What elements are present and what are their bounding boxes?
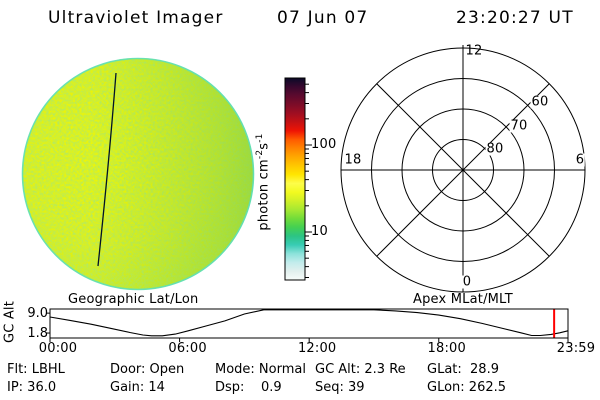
status-field: GC Alt: 2.3 Re: [315, 362, 406, 377]
colorbar-tick-label: 100: [311, 137, 337, 152]
status-field: Door: Open: [110, 362, 185, 377]
mlat-label-60: 60: [530, 94, 550, 110]
colorbar-gradient: [284, 77, 306, 281]
x-tick-label: 23:59: [556, 341, 596, 356]
x-tick-label: 06:00: [168, 341, 207, 356]
gc-alt-axis-label: GC Alt: [2, 300, 18, 344]
mlt-label-18: 18: [343, 152, 363, 168]
orbit-altitude-curve: [49, 309, 569, 337]
header-time: 23:20:27 UT: [456, 8, 574, 28]
y-tick-label: 1.8: [27, 325, 48, 341]
x-tick-label: 12:00: [297, 341, 337, 356]
status-field: Dsp: 0.9: [215, 380, 282, 395]
gc-alt-plot: [46, 308, 569, 342]
mlt-label-0: 0: [461, 274, 473, 290]
status-field: GLon: 262.5: [427, 380, 507, 395]
disk-green-shading: [22, 58, 254, 290]
mlt-label-12: 12: [465, 43, 483, 59]
status-field: Flt: LBHL: [7, 362, 65, 377]
mlat-label-70: 70: [509, 118, 529, 134]
colorbar-unit-label: photon cm-2s-1: [255, 133, 272, 231]
mlt-label-6: 6: [574, 152, 586, 168]
x-tick-label: 00:00: [38, 341, 78, 356]
axis-ticks: [46, 312, 569, 342]
mlat-label-80: 80: [485, 141, 505, 157]
header-date: 07 Jun 07: [277, 8, 369, 28]
status-field: Seq: 39: [315, 380, 365, 395]
strip-title-geographic: Geographic Lat/Lon: [68, 292, 199, 307]
status-field: GLat: 28.9: [427, 362, 499, 377]
y-tick-label: 9.0: [27, 305, 48, 321]
status-field: Gain: 14: [110, 380, 165, 395]
colorbar-tick-label: 10: [311, 224, 328, 239]
plot-frame: [49, 308, 569, 339]
status-field: Mode: Normal: [215, 362, 306, 377]
status-field: IP: 36.0: [7, 380, 57, 395]
x-tick-label: 18:00: [427, 341, 466, 356]
colorbar: [284, 77, 312, 281]
colorbar-ticks: [305, 83, 312, 278]
disk-rim: [21, 57, 255, 291]
earth-disk-image: [21, 57, 255, 291]
app-title: Ultraviolet Imager: [48, 8, 224, 28]
strip-title-apex: Apex MLat/MLT: [413, 292, 513, 307]
terminator-line: [97, 72, 117, 267]
polar-grid: [340, 45, 586, 293]
